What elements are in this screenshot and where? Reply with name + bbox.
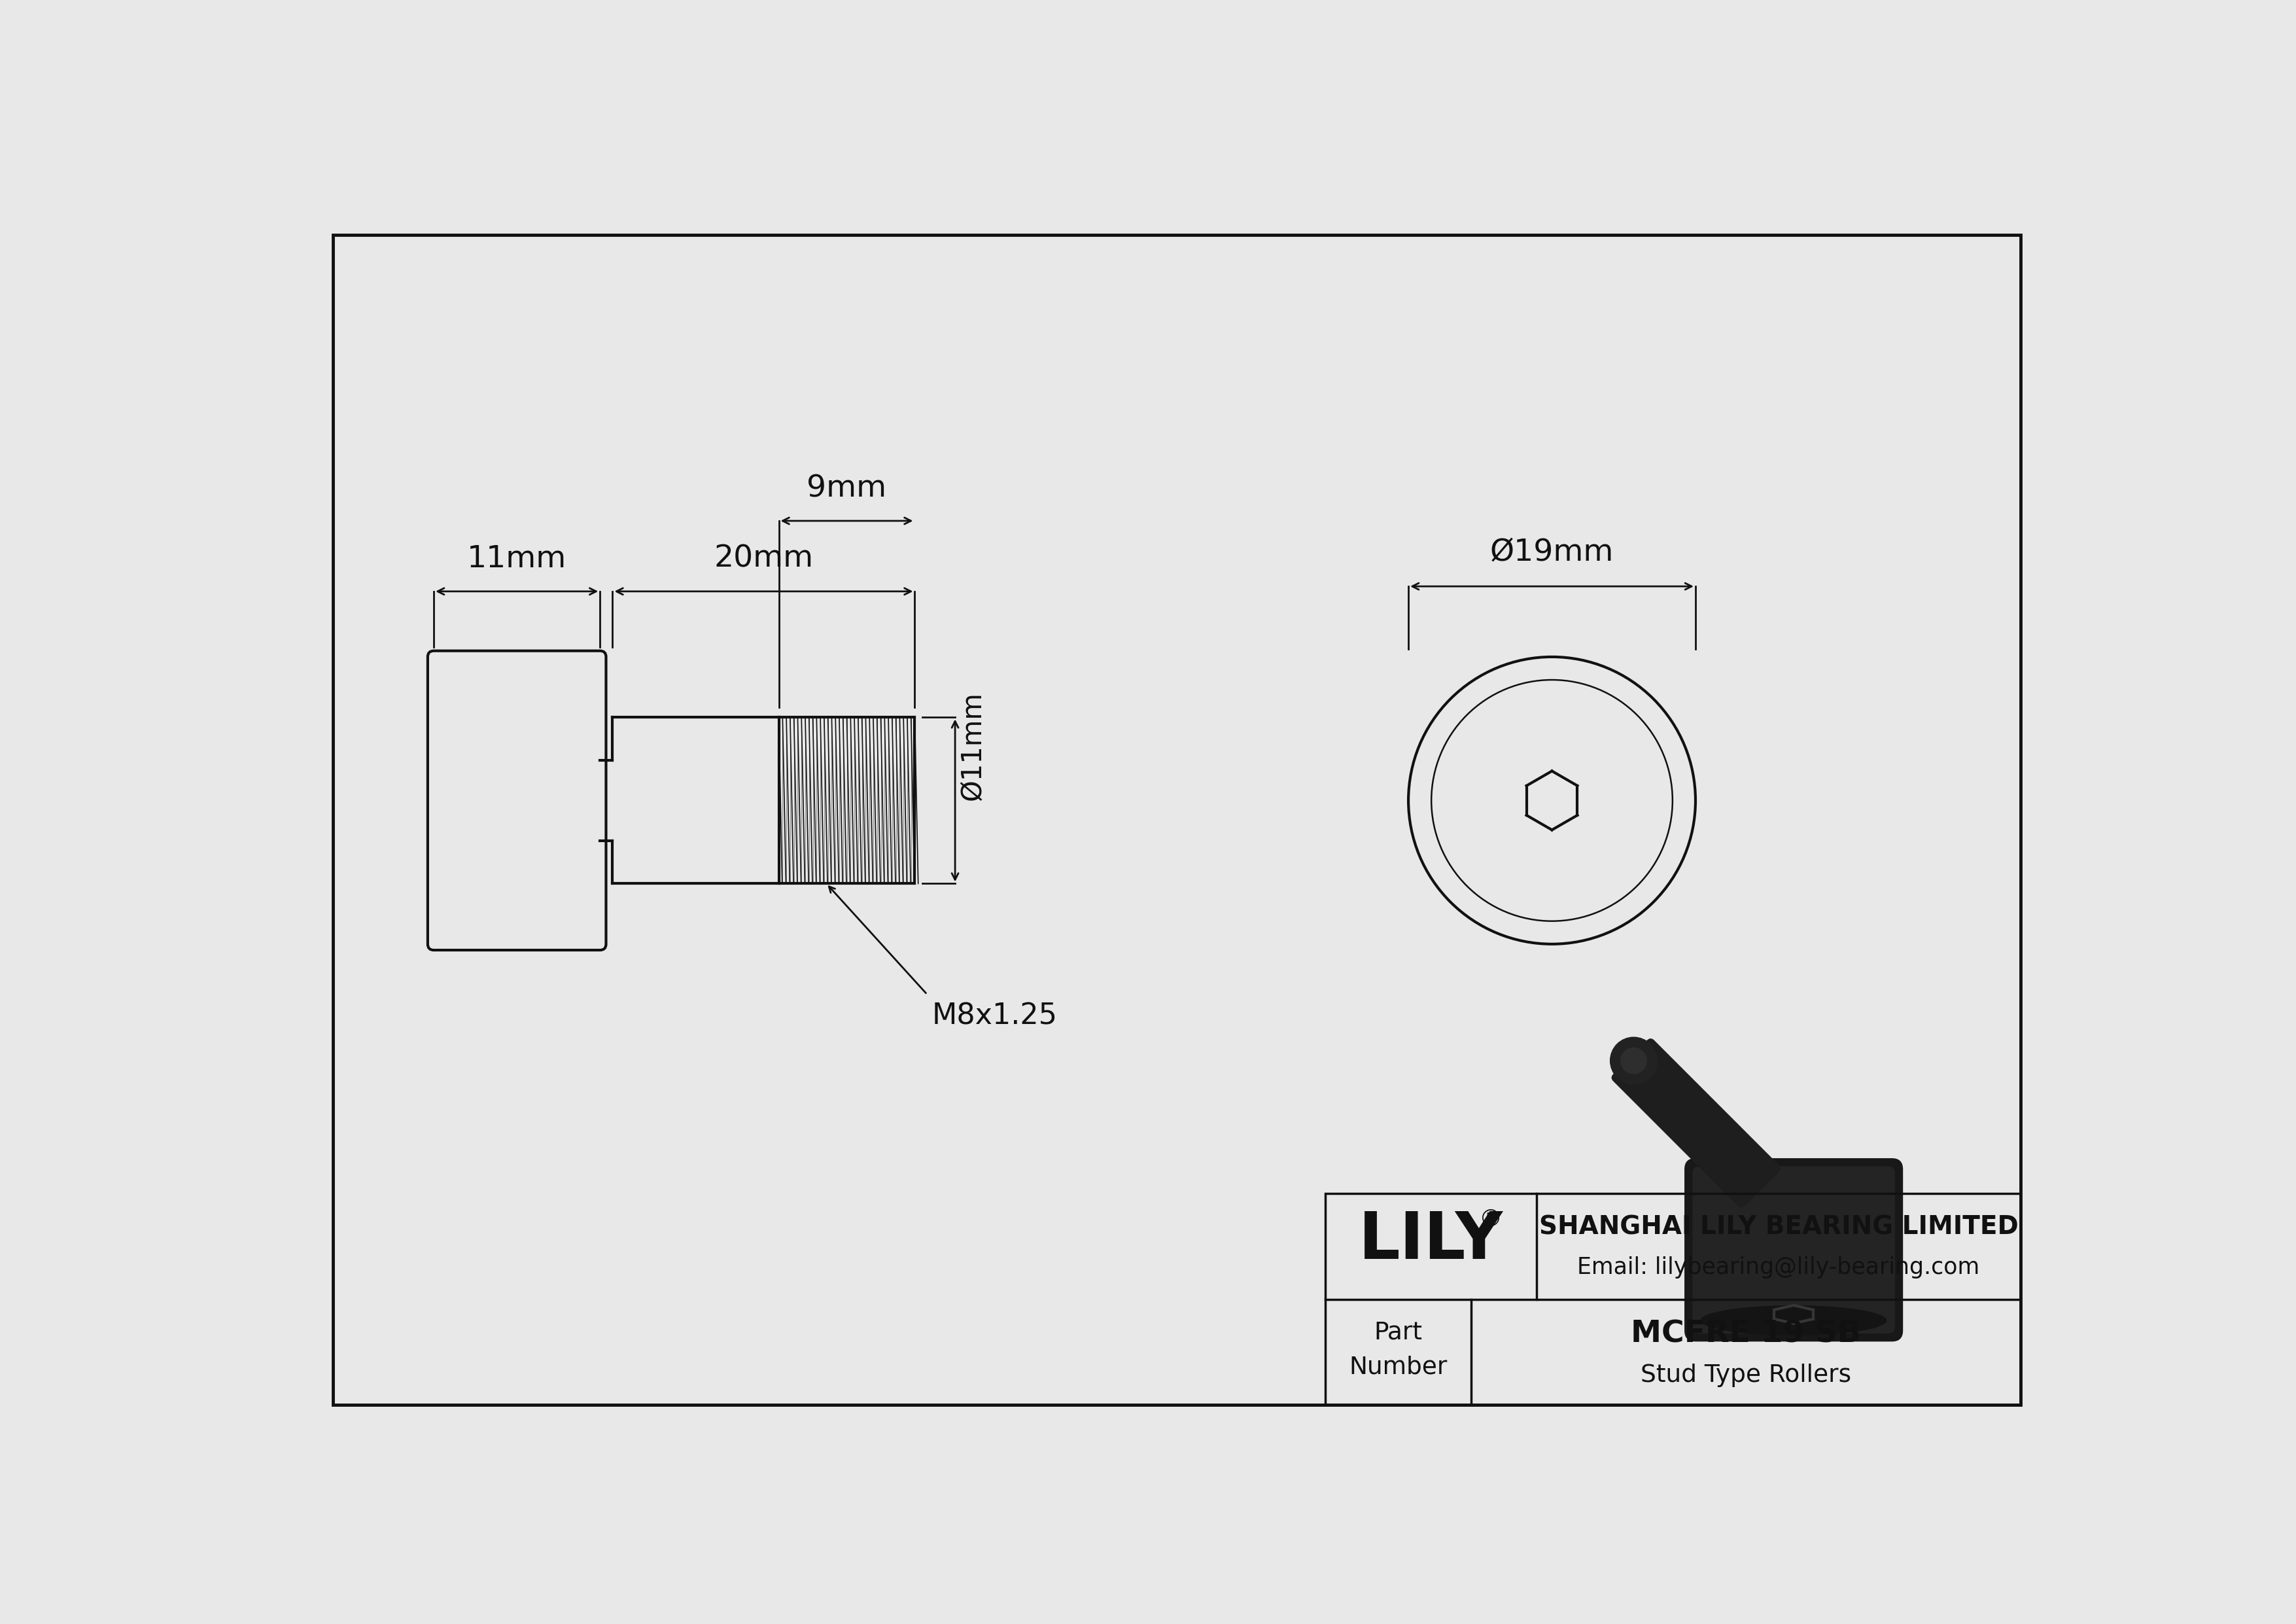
Text: ®: ® <box>1479 1208 1502 1231</box>
Ellipse shape <box>1701 1306 1887 1335</box>
Text: 9mm: 9mm <box>806 474 886 503</box>
FancyBboxPatch shape <box>1612 1038 1782 1208</box>
FancyBboxPatch shape <box>1692 1166 1894 1333</box>
Text: Part
Number: Part Number <box>1350 1320 1446 1379</box>
Text: 20mm: 20mm <box>714 544 813 573</box>
Text: M8x1.25: M8x1.25 <box>932 1002 1058 1030</box>
Circle shape <box>1609 1036 1658 1085</box>
FancyBboxPatch shape <box>1685 1158 1903 1341</box>
Text: Ø19mm: Ø19mm <box>1490 538 1614 567</box>
Text: Ø11mm: Ø11mm <box>960 692 987 801</box>
Text: MCFRE 19 SB: MCFRE 19 SB <box>1630 1319 1862 1350</box>
Text: 11mm: 11mm <box>466 544 567 573</box>
Bar <box>1325 1194 2020 1405</box>
Circle shape <box>1621 1047 1646 1073</box>
Text: LILY: LILY <box>1359 1210 1504 1273</box>
Text: Stud Type Rollers: Stud Type Rollers <box>1642 1364 1851 1387</box>
Text: Email: lilybearing@lily-bearing.com: Email: lilybearing@lily-bearing.com <box>1577 1257 1979 1278</box>
Text: SHANGHAI LILY BEARING LIMITED: SHANGHAI LILY BEARING LIMITED <box>1538 1215 2018 1239</box>
